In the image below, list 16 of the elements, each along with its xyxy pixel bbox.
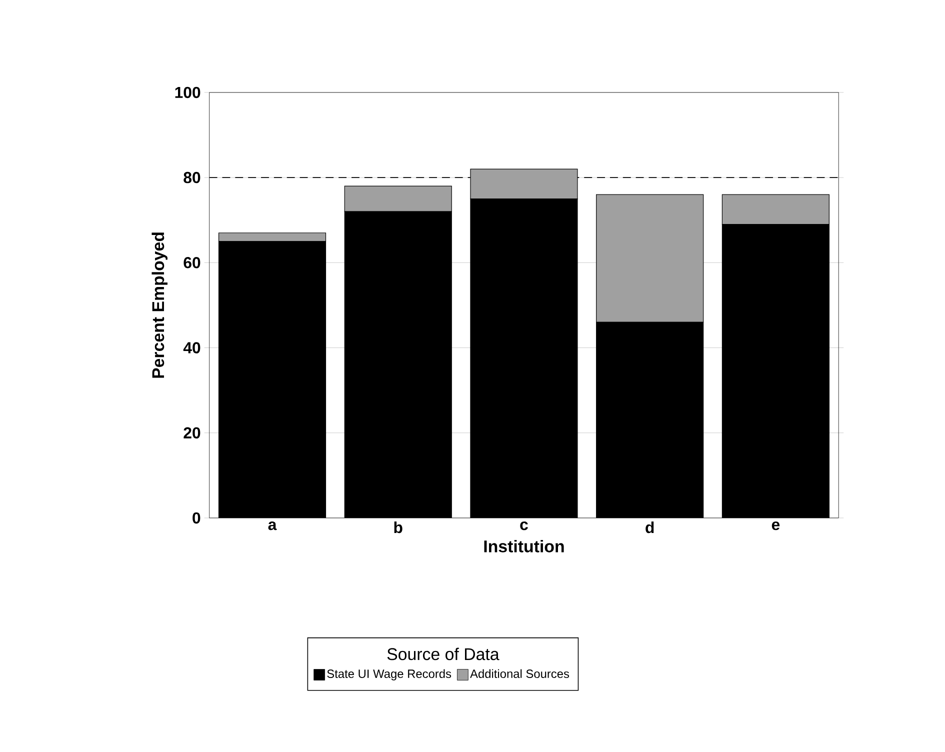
x-tick-label: d <box>646 522 654 534</box>
y-tick-label: 20 <box>184 427 200 439</box>
legend-label: State UI Wage Records <box>327 669 452 681</box>
legend-title: Source of Data <box>387 648 500 660</box>
x-tick-label: e <box>772 522 780 530</box>
y-tick-label: 0 <box>192 512 200 524</box>
y-axis-title: Percent Employed <box>152 232 168 378</box>
x-tick-label: a <box>268 522 277 530</box>
y-tick-label: 100 <box>175 87 200 98</box>
x-axis-title: Institution <box>484 540 564 553</box>
y-tick-label: 40 <box>183 342 200 354</box>
y-tick-label: 60 <box>184 257 200 268</box>
legend-label: Additional Sources <box>470 669 570 678</box>
x-tick-label: c <box>520 522 528 530</box>
y-tick-label: 80 <box>184 172 200 184</box>
x-tick-label: b <box>394 522 402 534</box>
